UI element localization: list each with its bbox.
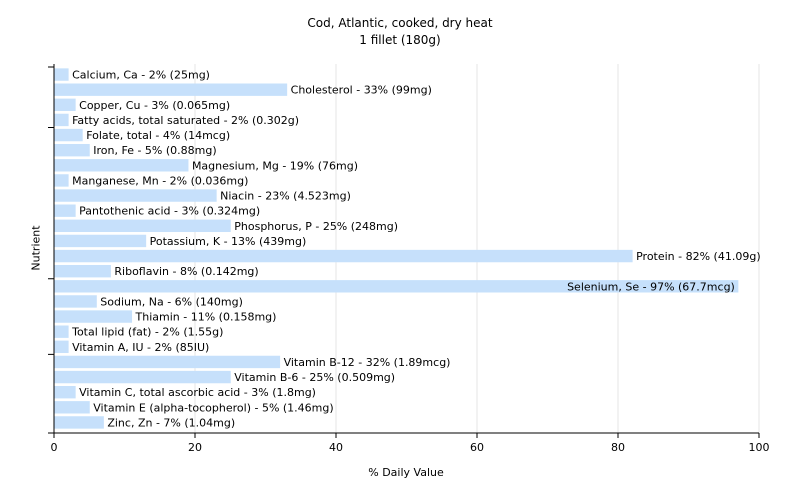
data-label: Thiamin - 11% (0.158mg) <box>135 311 277 324</box>
bar <box>54 83 288 96</box>
x-tick-label: 20 <box>188 441 202 454</box>
bar <box>54 264 111 278</box>
axes: 0 20 40 60 80 100 <box>48 64 770 454</box>
data-label: Selenium, Se - 97% (67.7mcg) <box>567 280 735 293</box>
data-label: Zinc, Zn - 7% (1.04mg) <box>107 416 235 429</box>
bar <box>54 234 147 248</box>
bar <box>54 68 69 81</box>
data-label: Cholesterol - 33% (99mg) <box>291 84 432 97</box>
data-label: Fatty acids, total saturated - 2% (0.302… <box>72 114 299 127</box>
bar <box>54 416 104 429</box>
bar <box>54 204 76 217</box>
bar <box>54 159 189 172</box>
bar <box>54 219 231 233</box>
bar <box>54 401 90 414</box>
x-tick-label: 40 <box>329 441 343 454</box>
data-label: Iron, Fe - 5% (0.88mg) <box>93 144 216 157</box>
data-label: Vitamin B-12 - 32% (1.89mcg) <box>284 356 451 369</box>
data-label: Potassium, K - 13% (439mg) <box>150 235 307 248</box>
bar <box>54 249 633 263</box>
data-label: Calcium, Ca - 2% (25mg) <box>72 69 210 82</box>
bars <box>54 68 739 429</box>
x-tick-label: 0 <box>51 441 58 454</box>
data-label: Phosphorus, P - 25% (248mg) <box>234 220 398 233</box>
x-tick-label: 80 <box>611 441 625 454</box>
data-label: Folate, total - 4% (14mcg) <box>86 129 230 142</box>
y-axis-label: Nutrient <box>29 225 43 271</box>
bar <box>54 340 69 354</box>
data-label: Copper, Cu - 3% (0.065mg) <box>79 99 230 112</box>
bar <box>54 280 739 293</box>
x-tick-label: 100 <box>749 441 770 454</box>
bar <box>54 143 90 157</box>
bar <box>54 370 231 384</box>
bar <box>54 128 83 142</box>
data-label: Riboflavin - 8% (0.142mg) <box>114 265 258 278</box>
bar <box>54 189 217 202</box>
data-label: Pantothenic acid - 3% (0.324mg) <box>79 205 260 218</box>
data-labels: Calcium, Ca - 2% (25mg) Cholesterol - 33%… <box>71 69 761 430</box>
x-axis-label: % Daily Value <box>368 466 444 479</box>
data-label: Manganese, Mn - 2% (0.036mg) <box>72 174 248 187</box>
bar <box>54 174 69 187</box>
data-label: Vitamin A, IU - 2% (85IU) <box>72 341 209 354</box>
data-label: Magnesium, Mg - 19% (76mg) <box>192 159 358 172</box>
data-label: Sodium, Na - 6% (140mg) <box>100 295 243 308</box>
bar <box>54 295 97 308</box>
bar <box>54 98 76 112</box>
x-tick-label: 60 <box>470 441 484 454</box>
bar <box>54 113 69 127</box>
bar <box>54 325 69 338</box>
bar <box>54 385 76 399</box>
chart-title: Cod, Atlantic, cooked, dry heat <box>307 16 493 30</box>
bar <box>54 310 133 323</box>
data-label: Total lipid (fat) - 2% (1.55g) <box>71 326 223 339</box>
data-label: Vitamin B-6 - 25% (0.509mg) <box>234 371 395 384</box>
data-label: Niacin - 23% (4.523mg) <box>220 190 351 203</box>
data-label: Vitamin C, total ascorbic acid - 3% (1.8… <box>79 386 316 399</box>
bar <box>54 355 281 369</box>
data-label: Vitamin E (alpha-tocopherol) - 5% (1.46m… <box>93 401 333 414</box>
chart-subtitle: 1 fillet (180g) <box>359 33 441 47</box>
data-label: Protein - 82% (41.09g) <box>636 250 761 263</box>
